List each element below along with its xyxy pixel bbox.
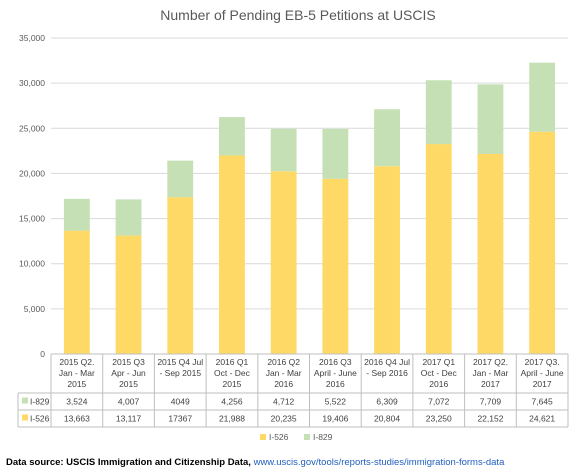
table-cell: 20,235: [271, 414, 297, 424]
bar-i829: [425, 80, 452, 145]
bar-i829: [374, 109, 400, 167]
category-label: 2016: [274, 379, 293, 389]
category-label: 2016 Q2: [267, 357, 300, 367]
category-label: April - June: [314, 368, 357, 378]
legend: I-526 I-829: [260, 432, 333, 442]
category-label: Jan - Mar: [59, 368, 95, 378]
table-cell: 23,250: [426, 414, 452, 424]
table-cell: 4,712: [273, 397, 295, 407]
category-label: Apr - Jun: [111, 368, 146, 378]
table-cell: 6,309: [376, 397, 398, 407]
bar-i526: [63, 230, 90, 354]
bar-i829: [115, 199, 142, 236]
table-cell: 13,117: [116, 414, 142, 424]
category-label: 2015 Q3: [112, 357, 145, 367]
category-label: Jan - Mar: [266, 368, 302, 378]
category-label: Oct - Dec: [214, 368, 251, 378]
table-cell: 7,072: [428, 397, 450, 407]
category-label: 2015: [67, 379, 86, 389]
category-label: 2015: [222, 379, 241, 389]
chart-title: Number of Pending EB-5 Petitions at USCI…: [160, 7, 435, 23]
bar-i526: [167, 197, 194, 354]
bar-i526: [374, 166, 400, 354]
bar-i829: [477, 84, 504, 154]
table-cell: 5,522: [325, 397, 347, 407]
legend-swatch: [304, 434, 310, 440]
table-cell: 20,804: [374, 414, 400, 424]
category-label: Jan - Mar: [472, 368, 508, 378]
legend-label: I-526: [269, 432, 289, 442]
bar-i526: [529, 131, 556, 354]
category-label: - Sep 2015: [159, 368, 201, 378]
category-label: 2015 Q2.: [59, 357, 94, 367]
category-label: 2017 Q2.: [473, 357, 508, 367]
table-legend-key: [22, 397, 28, 404]
bar-i829: [529, 62, 556, 132]
y-tick-label: 10,000: [19, 259, 45, 269]
data-source-link[interactable]: www.uscis.gov/tools/reports-studies/immi…: [253, 457, 505, 468]
table-cell: 17367: [168, 414, 192, 424]
bar-i829: [219, 117, 245, 156]
bar-i829: [322, 128, 349, 179]
table-cell: 4,007: [118, 397, 140, 407]
bar-i526: [115, 235, 142, 354]
table-cell: 7,645: [532, 397, 554, 407]
bar-i829: [167, 160, 194, 198]
table-cell: 22,152: [477, 414, 503, 424]
category-label: 2016: [326, 379, 345, 389]
table-cell: 7,709: [480, 397, 502, 407]
bar-i526: [322, 178, 349, 354]
category-label: 2017 Q1: [422, 357, 455, 367]
table-legend-key: [22, 414, 28, 421]
table-series-name: I-829: [30, 397, 50, 407]
category-label: - Sep 2016: [366, 368, 408, 378]
category-label: April - June: [521, 368, 564, 378]
data-source-label: Data source: USCIS Immigration and Citiz…: [6, 457, 251, 468]
category-label: 2016 Q1: [216, 357, 249, 367]
category-label: 2015: [119, 379, 138, 389]
bars: [63, 62, 556, 354]
table-cell: 21,988: [219, 414, 245, 424]
y-axis: 0 5,000 10,000 15,000 20,000 25,000 30,000 35,0…: [19, 33, 45, 359]
category-label: 2015 Q4 Jul: [157, 357, 203, 367]
y-tick-label: 35,000: [19, 33, 45, 43]
data-source-note: Data source: USCIS Immigration and Citiz…: [6, 457, 504, 468]
category-label: 2016 Q3: [319, 357, 352, 367]
bar-i829: [63, 198, 90, 231]
category-label: 2017 Q3.: [525, 357, 560, 367]
table-series-name: I-526: [30, 414, 50, 424]
category-label: 2017: [533, 379, 552, 389]
table-cell: 13,663: [64, 414, 90, 424]
bar-i526: [477, 153, 504, 354]
y-tick-label: 30,000: [19, 78, 45, 88]
bar-i526: [219, 155, 245, 354]
category-label: 2016 Q4 Jul: [364, 357, 410, 367]
y-tick-label: 25,000: [19, 123, 45, 133]
bar-i526: [270, 171, 297, 354]
category-label: 2017: [481, 379, 500, 389]
y-tick-label: 5,000: [24, 304, 46, 314]
category-label: 2016: [429, 379, 448, 389]
y-tick-label: 15,000: [19, 214, 45, 224]
bar-i829: [270, 128, 297, 172]
table-cell: 4049: [171, 397, 190, 407]
table-cell: 3,524: [66, 397, 88, 407]
table-cell: 19,406: [322, 414, 348, 424]
table-cell: 4,256: [221, 397, 243, 407]
legend-swatch: [260, 434, 266, 440]
y-tick-label: 0: [40, 349, 45, 359]
bar-i526: [425, 144, 452, 354]
category-label: Oct - Dec: [421, 368, 458, 378]
y-tick-label: 20,000: [19, 168, 45, 178]
table-cell: 24,621: [529, 414, 555, 424]
legend-label: I-829: [313, 432, 333, 442]
